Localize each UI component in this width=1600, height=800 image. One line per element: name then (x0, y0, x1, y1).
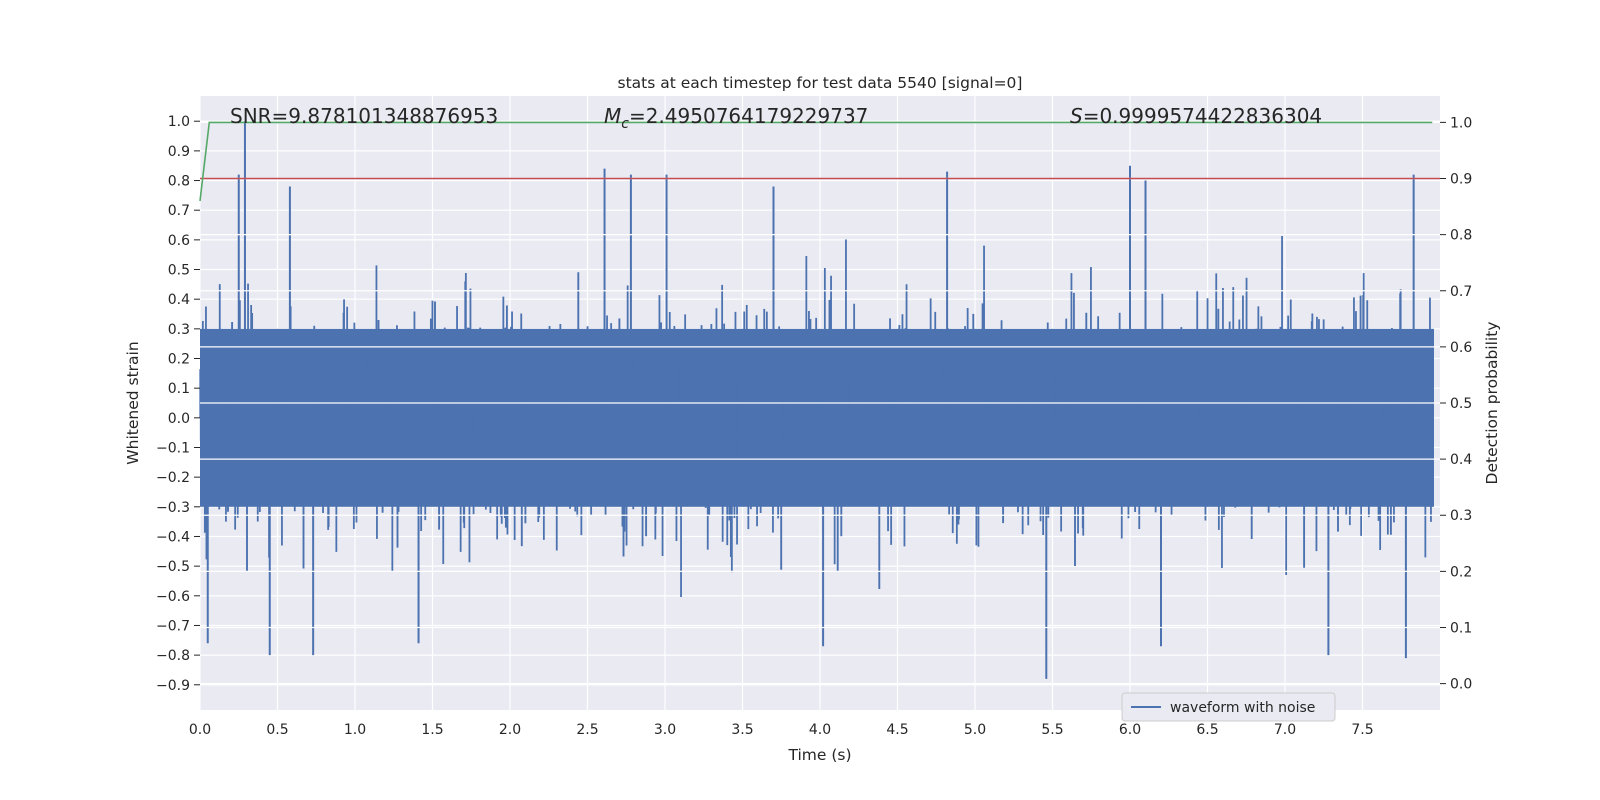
y-tick-label: 0.0 (168, 411, 190, 427)
chirp-mass-subscript: c (621, 116, 629, 132)
y-tick-label: −0.1 (156, 440, 190, 456)
y-tick-label: −0.8 (156, 648, 190, 664)
x-tick-label: 6.0 (1119, 722, 1141, 738)
y-tick-label: 1.0 (168, 114, 190, 130)
y2-tick-label: 0.4 (1450, 452, 1472, 468)
chirp-mass-value: =2.4950764179229737 (629, 104, 868, 128)
y-tick-label: 0.7 (168, 203, 190, 219)
x-tick-label: 3.5 (731, 722, 753, 738)
x-tick-label: 1.5 (421, 722, 443, 738)
y2-tick-label: 0.7 (1450, 284, 1472, 300)
y2-tick-label: 0.6 (1450, 340, 1472, 356)
x-tick-label: 2.0 (499, 722, 521, 738)
y-tick-label: 0.6 (168, 233, 190, 249)
y2-tick-label: 0.2 (1450, 564, 1472, 580)
y-tick-label: 0.8 (168, 174, 190, 190)
s-symbol: S (1070, 104, 1083, 128)
y-axis-ticks: −0.9 −0.8 −0.7 −0.6 −0.5 −0.4 −0.3 −0.2 −0.1 0.0 0… (156, 114, 200, 694)
chirp-mass-symbol: M (604, 104, 621, 128)
y2-axis-ticks: 0.0 0.1 0.2 0.3 0.4 0.5 0.6 0.7 0.8 0.9 1.0 (1440, 115, 1472, 693)
y2-tick-label: 0.0 (1450, 677, 1472, 693)
y-tick-label: 0.2 (168, 352, 190, 368)
x-axis-label: Time (s) (787, 746, 851, 764)
x-tick-label: 1.0 (344, 722, 366, 738)
y2-axis-label: Detection probability (1483, 322, 1501, 485)
x-tick-label: 0.0 (189, 722, 211, 738)
chirp-mass-annotation: Mc=2.4950764179229737 (604, 104, 868, 132)
y2-tick-label: 0.5 (1450, 396, 1472, 412)
y2-tick-label: 1.0 (1450, 115, 1472, 131)
x-axis-ticks: 0.0 0.5 1.0 1.5 2.0 2.5 3.0 3.5 4.0 4.5 5.0 5.5 6.0 6… (189, 722, 1374, 738)
waveform-line (199, 235, 1433, 598)
x-tick-label: 7.0 (1274, 722, 1296, 738)
y2-tick-label: 0.8 (1450, 228, 1472, 244)
waveform-series (199, 121, 1434, 679)
snr-annotation: SNR=9.878101348876953 (230, 104, 498, 128)
legend-box (1121, 692, 1336, 722)
y-tick-label: 0.3 (168, 322, 190, 338)
y-tick-label: −0.6 (156, 589, 190, 605)
y2-tick-label: 0.1 (1450, 620, 1472, 636)
x-tick-label: 4.5 (886, 722, 908, 738)
probability-line (199, 121, 1433, 202)
y-tick-label: −0.9 (156, 678, 190, 694)
y-tick-label: −0.4 (156, 529, 190, 545)
y-tick-label: −0.5 (156, 559, 190, 575)
y-tick-label: −0.7 (156, 618, 190, 634)
s-value: =0.9999574422836304 (1083, 104, 1322, 128)
y-tick-label: 0.9 (168, 144, 190, 160)
s-annotation: S=0.9999574422836304 (1070, 104, 1322, 128)
y-tick-label: −0.2 (156, 470, 190, 486)
y-tick-label: −0.3 (156, 500, 190, 516)
x-tick-label: 3.0 (654, 722, 676, 738)
y2-tick-label: 0.3 (1450, 508, 1472, 524)
x-tick-label: 2.5 (576, 722, 598, 738)
x-tick-label: 6.5 (1196, 722, 1218, 738)
legend: waveform with noise (1121, 692, 1336, 722)
legend-entry-label: waveform with noise (1170, 700, 1315, 716)
x-tick-label: 7.5 (1351, 722, 1373, 738)
chart-title: stats at each timestep for test data 554… (618, 74, 1023, 92)
y-tick-label: 0.4 (168, 292, 190, 308)
x-tick-label: 5.0 (964, 722, 986, 738)
x-tick-label: 5.5 (1041, 722, 1063, 738)
y2-tick-label: 0.9 (1450, 172, 1472, 188)
x-tick-label: 4.0 (809, 722, 831, 738)
y-tick-label: 0.1 (168, 381, 190, 397)
y-axis-label: Whitened strain (124, 341, 142, 464)
y-tick-label: 0.5 (168, 263, 190, 279)
probability-series (199, 121, 1440, 202)
x-tick-label: 0.5 (266, 722, 288, 738)
